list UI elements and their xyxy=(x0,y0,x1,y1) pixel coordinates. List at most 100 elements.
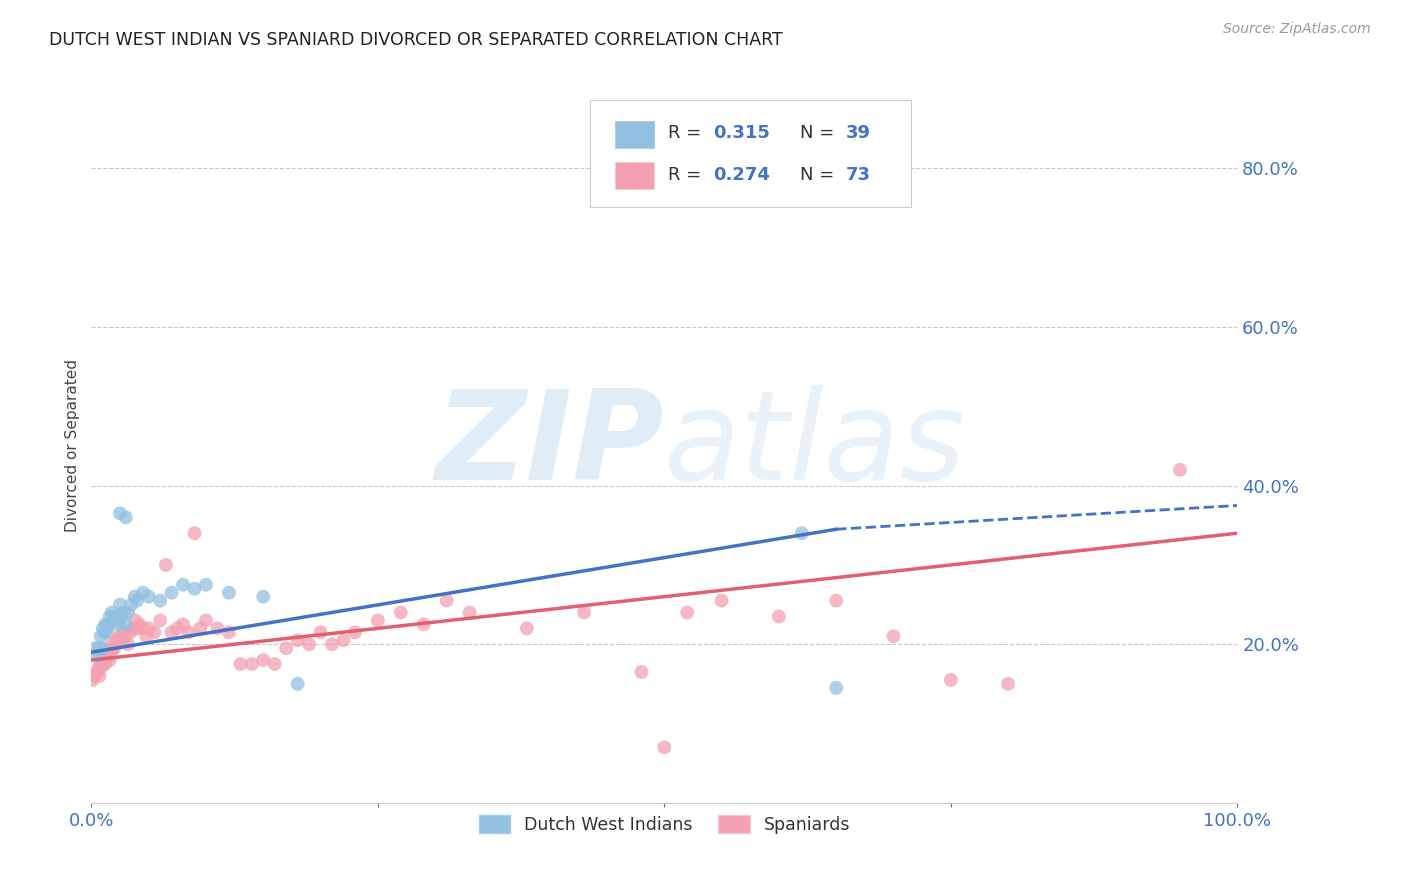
Point xyxy=(124,614,146,628)
Point xyxy=(103,609,125,624)
Point xyxy=(652,740,675,755)
Text: atlas: atlas xyxy=(664,385,966,507)
Point xyxy=(768,609,790,624)
Point xyxy=(127,621,149,635)
Legend: Dutch West Indians, Spaniards: Dutch West Indians, Spaniards xyxy=(472,808,856,840)
Point xyxy=(82,673,104,687)
Text: DUTCH WEST INDIAN VS SPANIARD DIVORCED OR SEPARATED CORRELATION CHART: DUTCH WEST INDIAN VS SPANIARD DIVORCED O… xyxy=(49,31,783,49)
Point xyxy=(98,653,121,667)
Point xyxy=(188,621,211,635)
Point xyxy=(160,625,183,640)
Point xyxy=(121,598,143,612)
Point xyxy=(96,621,118,635)
Point xyxy=(207,621,229,635)
Point xyxy=(90,661,112,675)
Point xyxy=(166,621,188,635)
Text: Source: ZipAtlas.com: Source: ZipAtlas.com xyxy=(1223,22,1371,37)
Point xyxy=(825,681,848,695)
Point xyxy=(110,609,132,624)
Point xyxy=(183,582,205,596)
Point xyxy=(825,593,848,607)
Point xyxy=(172,578,194,592)
Point xyxy=(103,641,125,656)
Point xyxy=(276,641,298,656)
Text: 73: 73 xyxy=(845,166,870,184)
Point xyxy=(97,649,120,664)
Point xyxy=(114,629,136,643)
Point xyxy=(309,625,332,640)
Point xyxy=(287,633,309,648)
Point xyxy=(252,590,274,604)
Point xyxy=(90,657,112,671)
Point xyxy=(87,645,110,659)
Point xyxy=(124,590,146,604)
Point xyxy=(98,609,121,624)
Point xyxy=(298,637,321,651)
Point xyxy=(108,629,131,643)
Point xyxy=(252,653,274,667)
Point xyxy=(710,593,733,607)
Point xyxy=(93,653,115,667)
Point xyxy=(135,629,157,643)
Point xyxy=(112,625,135,640)
Point xyxy=(89,641,111,656)
Point xyxy=(108,598,131,612)
Point xyxy=(149,593,172,607)
Point xyxy=(90,629,112,643)
Point xyxy=(572,606,595,620)
Text: N =: N = xyxy=(800,166,839,184)
Point xyxy=(882,629,904,643)
Point xyxy=(108,617,131,632)
Point xyxy=(412,617,434,632)
Point xyxy=(111,629,134,643)
Point xyxy=(91,657,114,671)
Point xyxy=(194,614,217,628)
Point xyxy=(94,657,117,671)
Point xyxy=(790,526,813,541)
Point xyxy=(101,641,124,656)
Point xyxy=(105,614,128,628)
Point xyxy=(101,637,124,651)
Point xyxy=(997,677,1019,691)
Point xyxy=(83,641,105,656)
Point xyxy=(83,669,105,683)
Point xyxy=(94,617,117,632)
Point xyxy=(229,657,252,671)
Point xyxy=(287,677,309,691)
Y-axis label: Divorced or Separated: Divorced or Separated xyxy=(65,359,80,533)
Point xyxy=(120,625,142,640)
Point xyxy=(183,526,205,541)
Point xyxy=(101,606,124,620)
Text: 0.315: 0.315 xyxy=(714,124,770,142)
Point xyxy=(343,625,366,640)
Point xyxy=(138,621,160,635)
FancyBboxPatch shape xyxy=(614,121,654,148)
Point xyxy=(367,614,389,628)
Point xyxy=(91,621,114,635)
Point xyxy=(138,590,160,604)
Point xyxy=(100,645,122,659)
Point xyxy=(143,625,166,640)
Point xyxy=(630,665,652,679)
Point xyxy=(96,653,118,667)
Point xyxy=(332,633,354,648)
Point xyxy=(240,657,263,671)
Text: 0.274: 0.274 xyxy=(714,166,770,184)
Point xyxy=(458,606,481,620)
Point xyxy=(117,606,139,620)
Point xyxy=(218,585,240,599)
Point xyxy=(114,617,136,632)
Point xyxy=(97,617,120,632)
Text: R =: R = xyxy=(668,166,707,184)
Text: ZIP: ZIP xyxy=(436,385,664,507)
FancyBboxPatch shape xyxy=(591,100,911,207)
Point xyxy=(939,673,962,687)
Point xyxy=(86,665,108,679)
Point xyxy=(160,585,183,599)
Point xyxy=(132,621,155,635)
Point xyxy=(90,641,112,656)
Point xyxy=(86,649,108,664)
Point xyxy=(218,625,240,640)
Point xyxy=(89,669,111,683)
Point xyxy=(87,661,110,675)
